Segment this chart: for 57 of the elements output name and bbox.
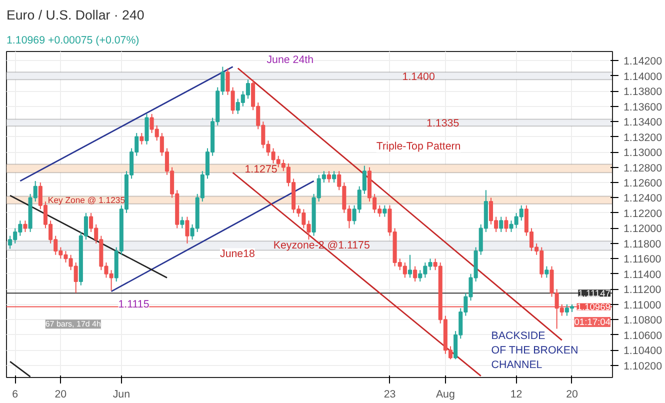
chart-title: Euro / U.S. Dollar · 240 <box>6 8 144 22</box>
annotation: June18 <box>220 248 256 260</box>
annotation: 1.1115 <box>118 298 150 310</box>
y-tick-label: 1.13200 <box>624 132 662 144</box>
ref-line-label: 1.11147 <box>578 288 611 299</box>
y-tick-label: 1.14200 <box>624 56 662 68</box>
band-label: 1.1335 <box>426 118 460 130</box>
y-tick-label: 1.10800 <box>624 314 662 327</box>
candlestick <box>382 204 387 218</box>
x-tick-label: 23 <box>384 388 396 400</box>
candlestick <box>185 216 190 244</box>
y-tick-label: 1.10400 <box>624 345 662 358</box>
x-tick-label: 20 <box>54 388 67 400</box>
x-tick-label: 12 <box>510 388 522 400</box>
candlestick <box>499 216 504 233</box>
ref-line-label: 1.10969 <box>576 302 611 312</box>
y-tick-label: 1.11600 <box>624 254 662 266</box>
x-tick-label: 6 <box>12 388 18 400</box>
y-tick-label: 1.14000 <box>624 70 662 83</box>
y-tick-label: 1.10200 <box>624 360 662 372</box>
y-tick-label: 1.12600 <box>624 178 662 190</box>
candlestick <box>144 113 149 145</box>
annotation: 01:17:04 <box>574 316 610 327</box>
y-tick-label: 1.12000 <box>624 223 662 236</box>
x-tick-label: 20 <box>566 388 578 400</box>
y-tick-label: 1.12200 <box>624 208 662 220</box>
annotation: BACKSIDE OF THE BROKEN CHANNEL <box>491 330 578 371</box>
y-tick-label: 1.11800 <box>624 238 662 250</box>
band-label: 1.1400 <box>402 70 435 83</box>
y-tick-label: 1.11400 <box>624 268 662 281</box>
candlestick <box>140 132 144 145</box>
y-tick-label: 1.13400 <box>624 116 662 129</box>
y-tick-label: 1.11000 <box>624 299 662 312</box>
candlestick <box>332 170 336 184</box>
candlestick <box>544 266 549 278</box>
candlestick <box>408 254 412 278</box>
y-tick-label: 1.12800 <box>624 162 662 174</box>
candlestick <box>413 266 418 282</box>
chart-subtitle: 1.10969 +0.00075 (+0.07%) <box>6 34 140 46</box>
candlestick <box>23 220 28 233</box>
band-label: Key Zone @ 1.1235 <box>48 195 126 206</box>
band-label: Keyzone-2 @1.1175 <box>273 240 370 252</box>
annotation: 67 bars, 17d 4h <box>45 320 101 329</box>
candlestick <box>180 216 184 229</box>
y-tick-label: 1.12400 <box>624 192 662 205</box>
x-tick-label: Jun <box>112 388 130 400</box>
y-tick-label: 1.10600 <box>624 330 662 342</box>
band-label: 1.1275 <box>244 163 278 176</box>
x-tick-label: Aug <box>436 388 455 400</box>
y-tick-label: 1.13000 <box>624 147 662 160</box>
candlestick <box>326 170 332 184</box>
candlestick <box>504 216 508 233</box>
y-tick-label: 1.13800 <box>624 86 662 98</box>
y-tick-label: 1.13600 <box>624 101 662 114</box>
annotation: Triple-Top Pattern <box>376 140 461 153</box>
annotation: June 24th <box>266 54 314 66</box>
y-tick-label: 1.11200 <box>624 284 662 296</box>
